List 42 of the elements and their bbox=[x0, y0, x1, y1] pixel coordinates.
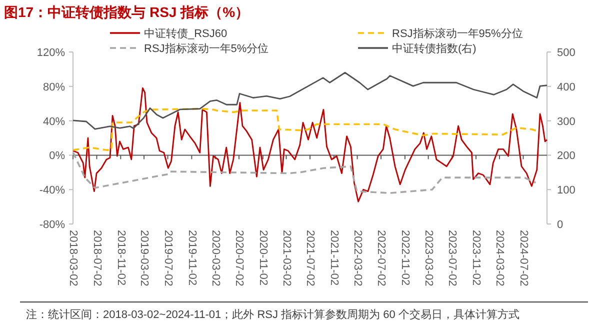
x-tick-label: 2023-11-02 bbox=[470, 230, 482, 286]
x-tick-label: 2018-07-02 bbox=[90, 230, 103, 286]
y2-tick-label: 500 bbox=[557, 47, 576, 59]
x-tick-label: 2020-07-02 bbox=[233, 230, 246, 286]
x-tick-label: 2018-03-02 bbox=[67, 230, 80, 286]
x-tick-label: 2018-11-02 bbox=[114, 230, 127, 286]
chart-title: 图17：中证转债指数与 RSJ 指标（%） bbox=[4, 4, 250, 20]
x-tick-label: 2023-03-02 bbox=[422, 230, 434, 286]
y2-tick-label: 200 bbox=[557, 150, 576, 162]
y2-tick-label: 400 bbox=[557, 81, 576, 94]
legend: 中证转债指数(右) bbox=[358, 43, 476, 55]
x-tick-label: 2022-11-02 bbox=[399, 230, 412, 286]
legend: RSJ指标滚动一年5%分位 bbox=[110, 43, 269, 55]
x-tick-label: 2024-03-02 bbox=[494, 230, 506, 286]
x-tick-label: 2022-03-02 bbox=[351, 230, 364, 286]
text: 注：统计区间：2018-03-02~2024-11-01；此外 RSJ 指标计算参数周期为 60 个交易日，具体计算方式 bbox=[26, 308, 520, 321]
x-tick-label: 2021-07-02 bbox=[304, 230, 316, 286]
y2-tick-label: 0 bbox=[557, 219, 564, 231]
y-tick-label: 40% bbox=[42, 116, 66, 128]
y-tick-label: 80% bbox=[42, 81, 66, 94]
x-tick-label: 2022-07-02 bbox=[375, 230, 388, 286]
y-tick-label: 0% bbox=[49, 150, 66, 162]
x-tick-label: 2019-03-02 bbox=[138, 230, 150, 286]
y-tick-label: -40% bbox=[39, 184, 66, 197]
legend-label: RSJ指标滚动一年5%分位 bbox=[144, 42, 269, 55]
legend-label: 中证转债_RSJ60 bbox=[144, 27, 228, 40]
x-tick-label: 2019-07-02 bbox=[162, 230, 174, 286]
legend-label: 中证转债指数(右) bbox=[392, 42, 476, 55]
y2-tick-label: 100 bbox=[557, 184, 576, 197]
y-tick-label: 120% bbox=[36, 47, 66, 59]
x-tick-label: 2021-11-02 bbox=[328, 230, 340, 286]
legend-label: RSJ指标滚动一年95%分位 bbox=[392, 27, 523, 40]
x-tick-label: 2020-03-02 bbox=[209, 230, 222, 286]
legend: RSJ指标滚动一年95%分位 bbox=[358, 28, 523, 40]
legend: 中证转债_RSJ60 bbox=[110, 28, 228, 40]
x-tick-label: 2020-11-02 bbox=[257, 230, 270, 286]
x-tick-label: 2023-07-02 bbox=[446, 230, 458, 286]
y2-tick-label: 300 bbox=[557, 116, 576, 128]
y-tick-label: -80% bbox=[39, 219, 66, 231]
x-tick-label: 2019-11-02 bbox=[186, 230, 198, 286]
x-tick-label: 2021-03-02 bbox=[280, 230, 292, 286]
x-tick-label: 2024-07-02 bbox=[517, 230, 530, 286]
